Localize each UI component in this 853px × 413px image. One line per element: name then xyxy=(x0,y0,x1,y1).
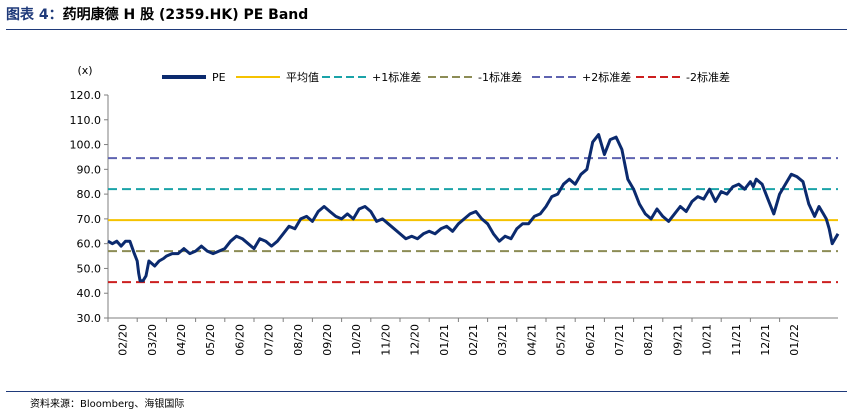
figure-label: 图表 4： xyxy=(6,7,63,23)
y-tick-label: 40.0 xyxy=(77,287,102,300)
x-tick-label: 11/20 xyxy=(379,324,392,356)
chart-title: 药明康德 H 股 (2359.HK) PE Band xyxy=(62,7,309,23)
x-tick-label: 12/21 xyxy=(759,324,772,356)
legend-label: 平均值 xyxy=(286,71,319,84)
legend-label: PE xyxy=(212,71,226,84)
x-tick-label: 05/21 xyxy=(555,324,568,356)
x-tick-label: 07/20 xyxy=(263,324,276,356)
x-tick-label: 10/21 xyxy=(701,324,714,356)
x-tick-label: 08/20 xyxy=(292,324,305,356)
y-tick-label: 70.0 xyxy=(77,213,102,226)
x-tick-label: 09/20 xyxy=(321,324,334,356)
figure-title: 图表 4：药明康德 H 股 (2359.HK) PE Band xyxy=(6,4,308,24)
x-tick-label: 02/20 xyxy=(117,324,130,356)
y-tick-label: 110.0 xyxy=(70,114,102,127)
y-tick-label: 50.0 xyxy=(77,262,102,275)
y-tick-label: 30.0 xyxy=(77,312,102,325)
x-tick-label: 03/20 xyxy=(146,324,159,356)
pe-line xyxy=(107,133,840,283)
y-tick-label: 60.0 xyxy=(77,238,102,251)
y-axis-label: (x) xyxy=(77,64,92,77)
x-tick-label: 06/21 xyxy=(584,324,597,356)
x-tick-label: 03/21 xyxy=(496,324,509,356)
legend-label: -1标准差 xyxy=(478,70,522,84)
x-tick-label: 09/21 xyxy=(671,324,684,356)
legend-label: -2标准差 xyxy=(686,70,730,84)
x-tick-label: 04/20 xyxy=(175,324,188,356)
source-note: 资料来源：Bloomberg、海银国际 xyxy=(30,399,185,410)
x-tick-label: 02/21 xyxy=(467,324,480,356)
x-tick-label: 12/20 xyxy=(409,324,422,356)
chart-axes: (x) 120.0 110.0 100.0 90.0 80.0 70.0 60.0 50.0 40… xyxy=(70,64,838,356)
chart-legend: PE 平均值 +1标准差 -1标准差 +2标准差 -2标准差 xyxy=(162,70,730,84)
y-tick-label: 90.0 xyxy=(77,163,102,176)
x-tick-label: 05/20 xyxy=(204,324,217,356)
band-lines xyxy=(108,157,838,284)
title-divider xyxy=(6,29,847,30)
x-tick-label: 10/20 xyxy=(350,324,363,356)
pe-band-chart: (x) 120.0 110.0 100.0 90.0 80.0 70.0 60.0 50.0 40… xyxy=(70,64,840,356)
pe-series xyxy=(107,133,840,283)
y-tick-label: 80.0 xyxy=(77,188,102,201)
x-tick-label: 01/22 xyxy=(788,324,801,356)
y-tick-label: 100.0 xyxy=(70,139,102,152)
footer-divider xyxy=(6,391,847,392)
x-tick-label: 06/20 xyxy=(233,324,246,356)
x-tick-label: 08/21 xyxy=(642,324,655,356)
x-tick-label: 01/21 xyxy=(438,324,451,356)
x-tick-label: 07/21 xyxy=(613,324,626,356)
legend-label: +1标准差 xyxy=(372,70,421,84)
legend-label: +2标准差 xyxy=(582,70,631,84)
x-tick-label: 11/21 xyxy=(730,324,743,356)
x-tick-label: 04/21 xyxy=(525,324,538,356)
y-tick-label: 120.0 xyxy=(70,89,102,102)
